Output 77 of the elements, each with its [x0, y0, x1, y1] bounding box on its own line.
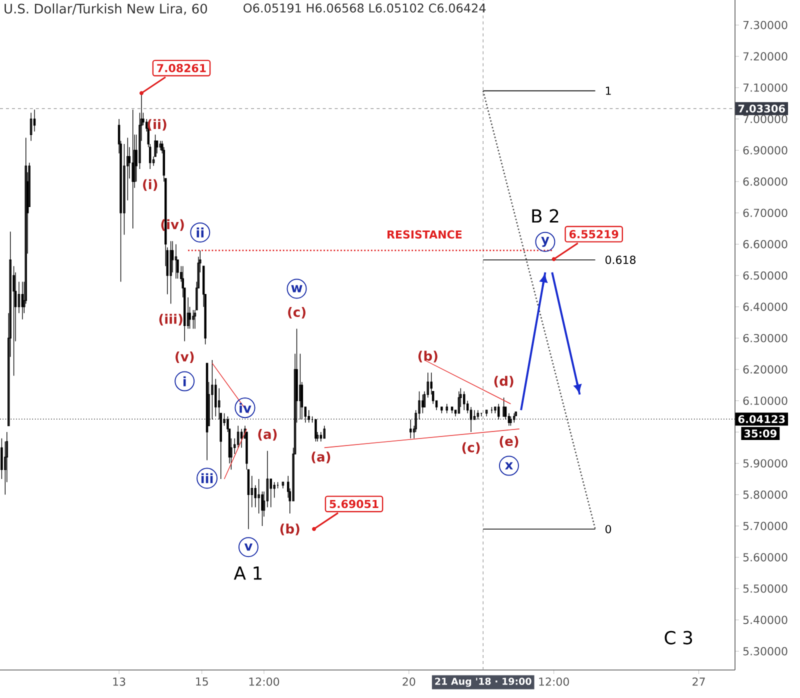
x-tick-label: 12:00	[539, 678, 569, 686]
x-tick-label: 27	[692, 678, 705, 686]
x-tick-label: 15	[196, 678, 208, 686]
annotation: A 1	[234, 566, 262, 580]
annotation: (v)	[176, 351, 194, 364]
annotation: 7.08261	[157, 64, 206, 72]
x-tick-label: 20	[402, 678, 416, 686]
annotation: 6.55219	[569, 230, 618, 238]
candlestick	[170, 240, 172, 304]
annotation: (d)	[494, 376, 514, 388]
candlestick	[282, 482, 284, 489]
annotation: (b)	[280, 524, 300, 536]
y-tick-label: 6.50000	[743, 271, 788, 280]
ref-line-label: 21 Aug '18 · 19:00	[435, 678, 532, 687]
annotation: i	[183, 376, 186, 386]
y-tick-label: 7.10000	[743, 83, 788, 92]
candlestick	[132, 109, 134, 229]
annotation: w	[291, 285, 302, 292]
annotation: (c)	[462, 442, 480, 454]
ref-line-label: 7.03306	[738, 104, 785, 113]
y-tick-label: 6.40000	[743, 302, 788, 311]
series-label: 1	[606, 86, 611, 95]
annotation: (a)	[258, 429, 277, 441]
ref-line-label: 6.04123	[738, 415, 785, 424]
y-tick-label: 6.20000	[743, 365, 788, 374]
candlestick	[192, 310, 194, 330]
candlestick	[174, 244, 178, 279]
chart-title: U.S. Dollar/Turkish New Lira, 60	[4, 4, 208, 15]
y-tick-label: 6.10000	[743, 396, 788, 405]
y-tick-label: 5.40000	[743, 616, 788, 624]
y-tick-label: 6.60000	[743, 240, 788, 248]
x-tick-label: 13	[113, 678, 126, 686]
y-tick-label: 6.30000	[743, 334, 788, 342]
annotation: (c)	[288, 306, 306, 319]
y-tick-label: 5.70000	[743, 522, 788, 530]
annotation: iii	[201, 473, 213, 484]
candlestick	[463, 391, 466, 410]
y-tick-label: 5.30000	[743, 647, 788, 656]
y-tick-label: 6.80000	[743, 177, 788, 186]
annotation: x	[504, 462, 513, 470]
annotation: (a)	[312, 452, 330, 464]
annotation: B 2	[532, 209, 558, 223]
text: 35:09	[744, 430, 776, 438]
annotation: RESISTANCE	[388, 230, 462, 239]
candlestick	[490, 406, 493, 414]
candlestick	[159, 140, 162, 151]
candlestick	[323, 425, 326, 439]
y-tick-label: 5.80000	[743, 490, 788, 499]
annotation: ii	[196, 228, 204, 238]
y-tick-label: 6.90000	[743, 146, 788, 154]
y-tick-label: 7.00000	[743, 114, 788, 124]
y-tick-label: 7.30000	[743, 20, 788, 30]
annotation: (b)	[418, 350, 438, 362]
y-tick-label: 5.50000	[743, 584, 788, 593]
candlestick	[450, 406, 454, 414]
annotation: C 3	[664, 630, 692, 644]
series-label: 0.618	[605, 256, 636, 264]
annotation: (iii)	[159, 314, 182, 326]
annotation: (i)	[143, 179, 158, 191]
annotation: v	[244, 544, 252, 551]
annotation: y	[541, 236, 550, 247]
candlestick	[247, 469, 250, 530]
annotation: (e)	[500, 436, 518, 448]
candlestick	[410, 419, 412, 439]
candlestick	[240, 428, 243, 448]
candlestick	[440, 406, 443, 414]
candlestick	[485, 410, 488, 417]
y-tick-label: 5.90000	[743, 459, 788, 468]
y-tick-label: 7.20000	[743, 52, 788, 61]
y-tick-label: 5.60000	[743, 553, 788, 562]
x-tick-label: 12:00	[249, 678, 280, 686]
candlestick	[30, 112, 32, 142]
annotation: 5.69051	[330, 500, 378, 508]
chart-subtitle: O6.05191 H6.06568 L6.05102 C6.06424	[244, 4, 486, 13]
y-tick-label: 6.70000	[743, 208, 788, 218]
candlestick	[446, 404, 448, 414]
series-label: 0	[605, 524, 612, 534]
